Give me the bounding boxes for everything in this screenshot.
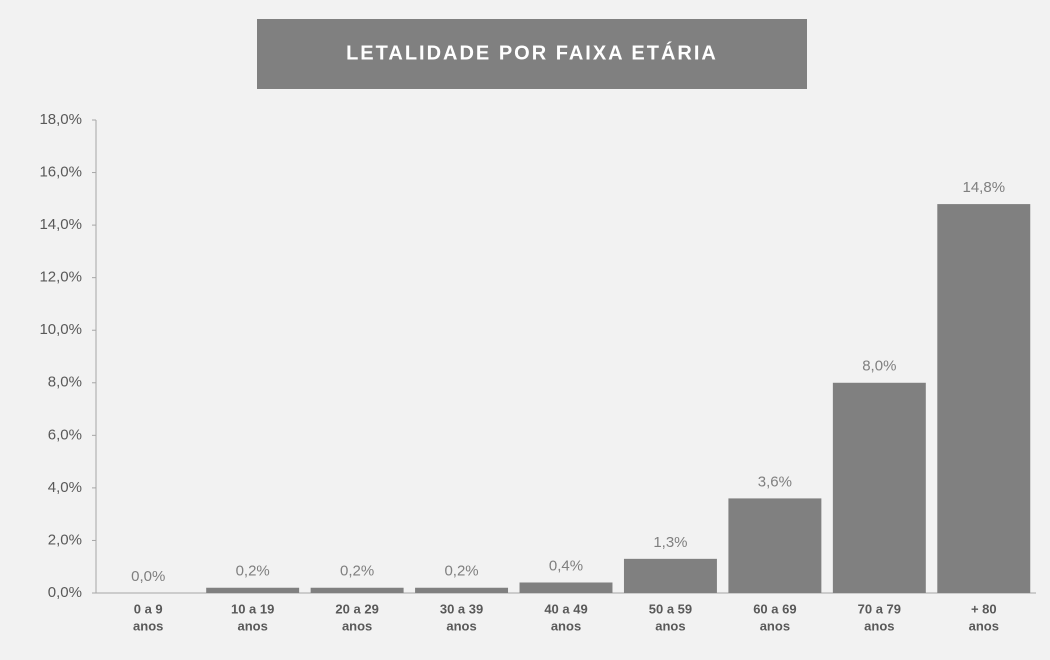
x-tick-label: anos (446, 618, 476, 633)
x-tick-label: anos (237, 618, 267, 633)
y-tick-label: 0,0% (48, 584, 82, 601)
bar (937, 204, 1031, 594)
y-tick-label: 4,0% (48, 479, 82, 496)
y-tick-label: 2,0% (48, 531, 82, 548)
y-tick-label: 18,0% (39, 111, 82, 128)
x-tick-label: anos (133, 618, 163, 633)
x-tick-label: anos (342, 618, 372, 633)
x-tick-label: anos (551, 618, 581, 633)
x-tick-label: anos (655, 618, 685, 633)
bar (415, 587, 509, 593)
x-tick-label: + 80 (971, 601, 997, 616)
x-tick-label: 10 a 19 (231, 601, 274, 616)
value-label: 3,6% (758, 473, 792, 490)
value-label: 0,2% (444, 563, 478, 580)
value-label: 0,0% (131, 568, 165, 585)
y-tick-label: 16,0% (39, 164, 82, 181)
y-tick-label: 12,0% (39, 269, 82, 286)
x-tick-label: anos (864, 618, 894, 633)
x-tick-label: 70 a 79 (858, 601, 901, 616)
bar (519, 582, 613, 593)
x-tick-label: 30 a 39 (440, 601, 483, 616)
bar (728, 498, 822, 593)
value-label: 14,8% (963, 179, 1006, 196)
y-tick-label: 8,0% (48, 374, 82, 391)
value-label: 1,3% (653, 534, 687, 551)
y-tick-label: 10,0% (39, 321, 82, 338)
chart-title: LETALIDADE POR FAIXA ETÁRIA (346, 41, 718, 64)
bar (206, 587, 300, 593)
value-label: 8,0% (862, 358, 896, 375)
x-tick-label: 60 a 69 (753, 601, 796, 616)
title-box (257, 19, 807, 89)
y-tick-label: 14,0% (39, 216, 82, 233)
bar (310, 587, 404, 593)
x-tick-label: anos (969, 618, 999, 633)
bar (832, 382, 926, 593)
x-tick-label: anos (760, 618, 790, 633)
x-tick-label: 0 a 9 (134, 601, 163, 616)
x-tick-label: 50 a 59 (649, 601, 692, 616)
x-tick-label: 20 a 29 (335, 601, 378, 616)
value-label: 0,2% (340, 563, 374, 580)
value-label: 0,2% (236, 563, 270, 580)
y-tick-label: 6,0% (48, 426, 82, 443)
x-tick-label: 40 a 49 (544, 601, 587, 616)
bar (623, 558, 717, 593)
value-label: 0,4% (549, 557, 583, 574)
